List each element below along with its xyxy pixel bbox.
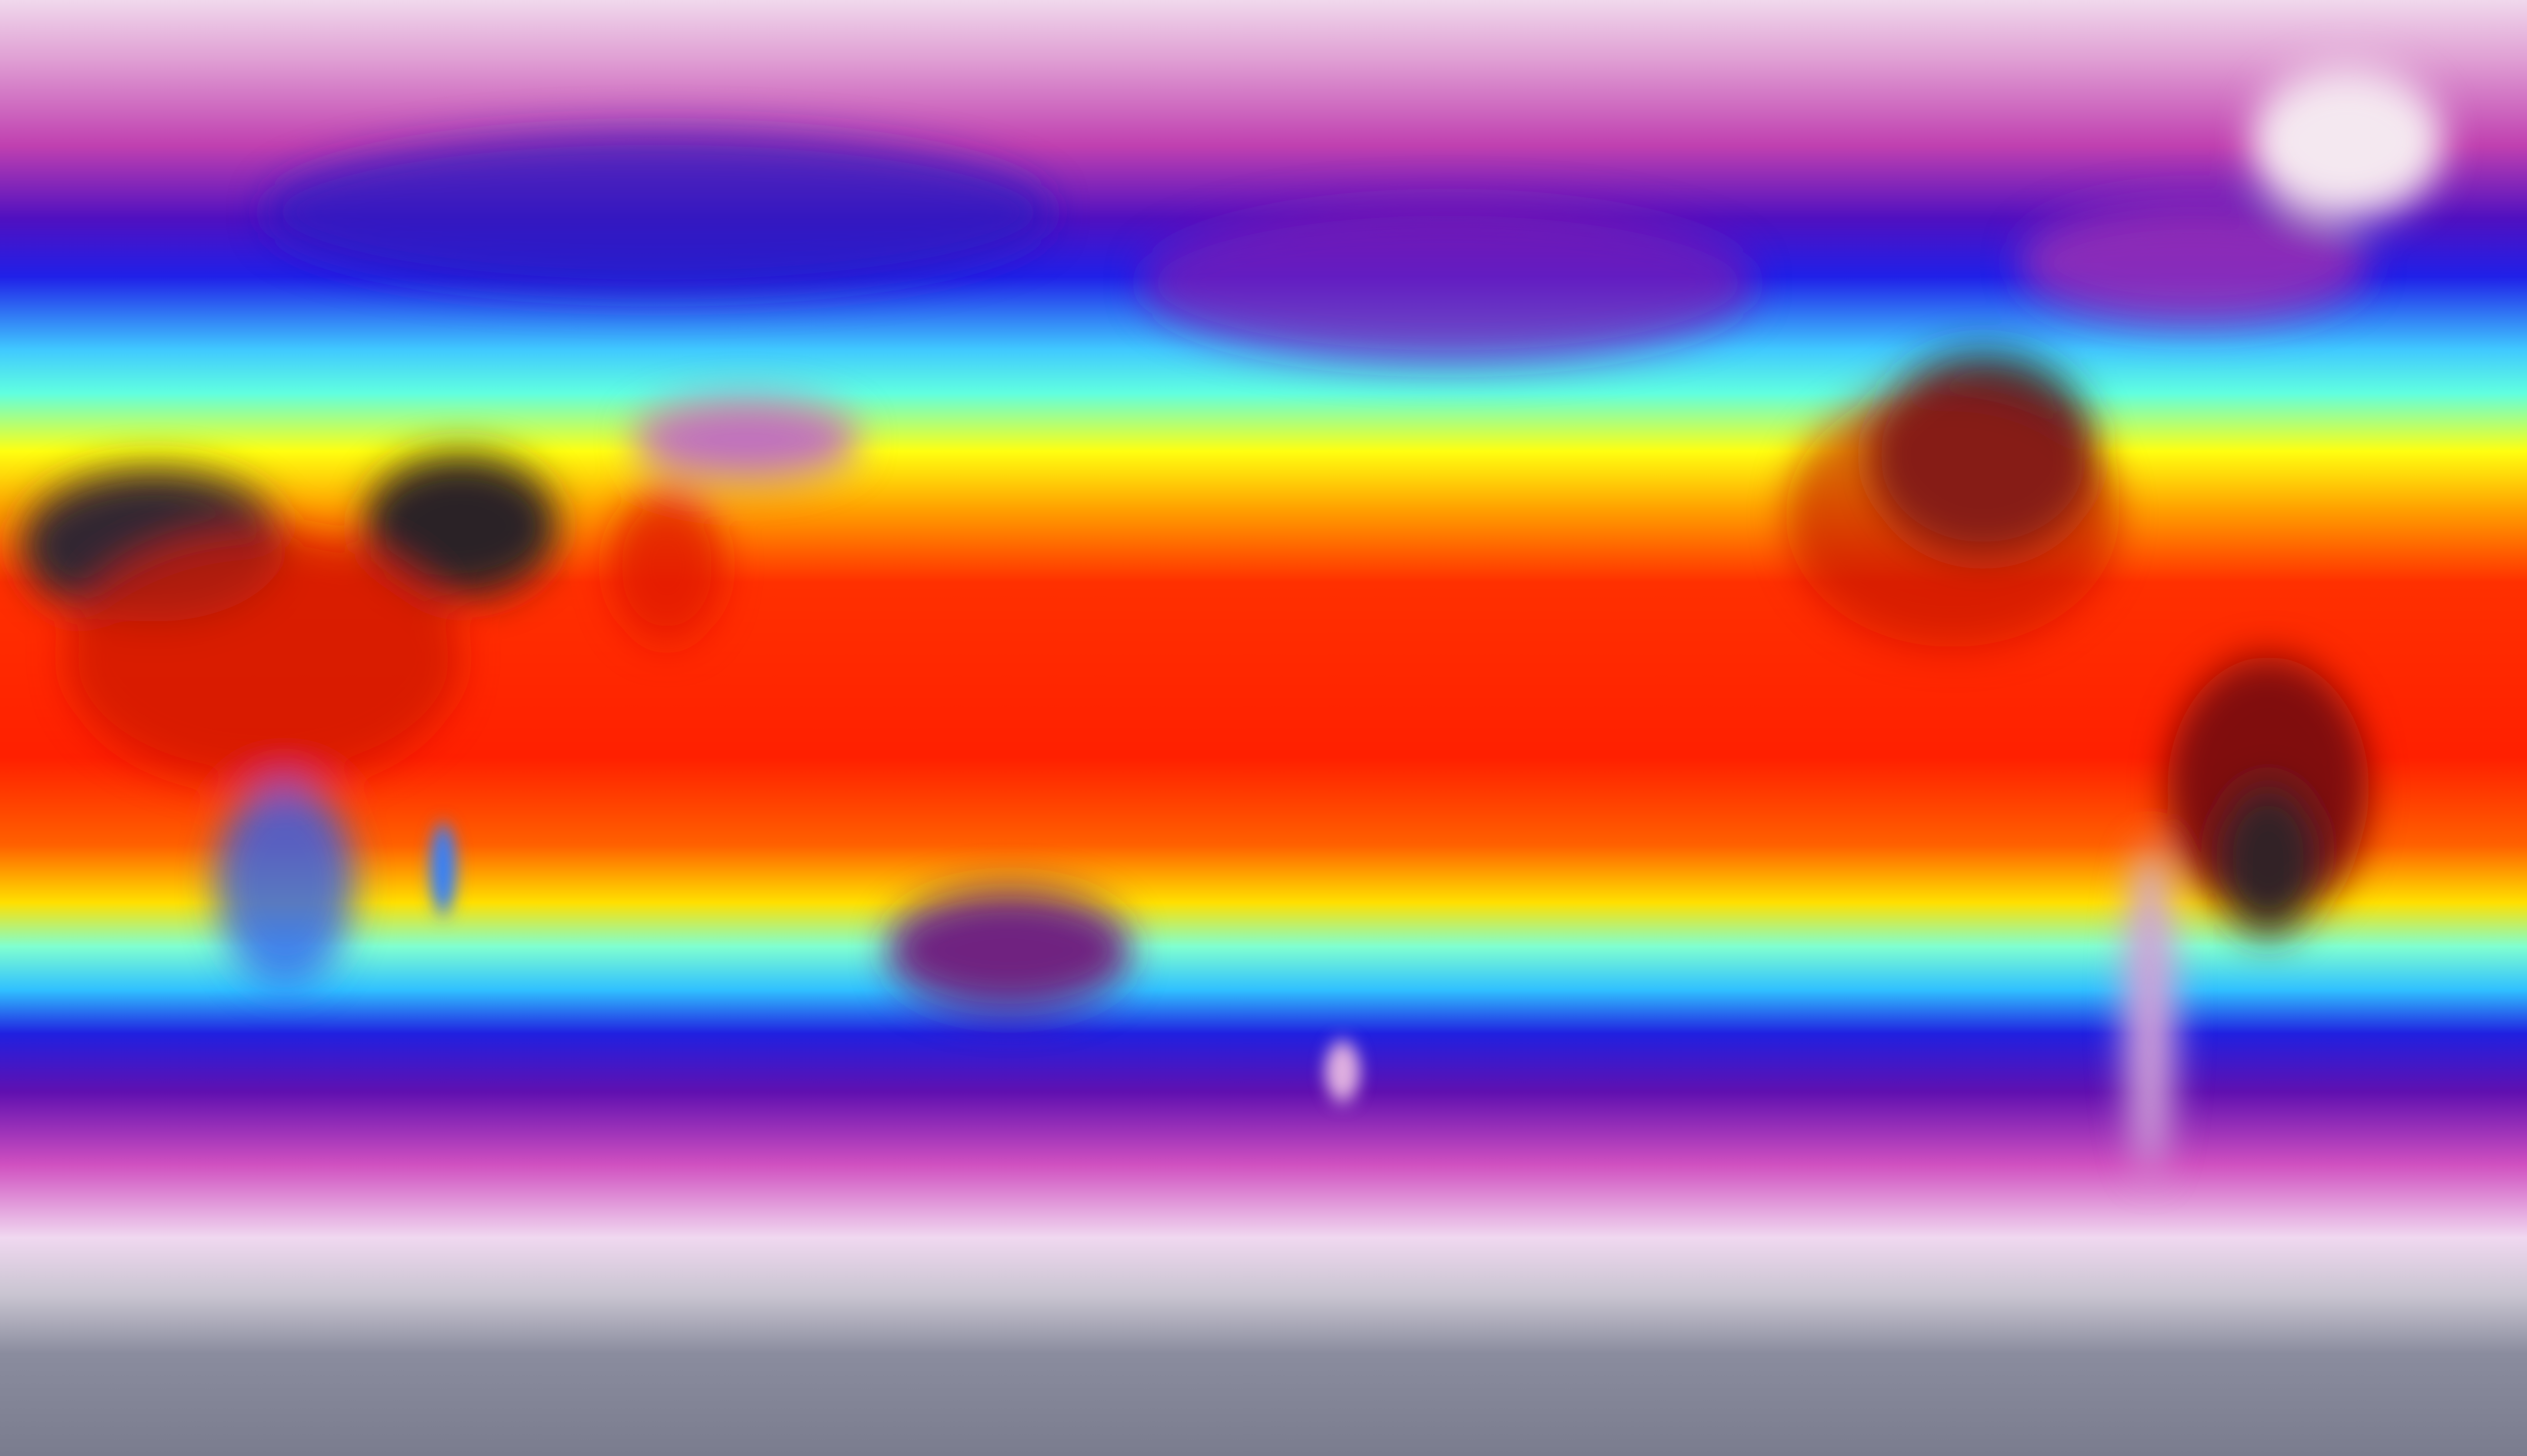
arctic-siberia-cold	[263, 131, 1053, 293]
madagascar	[430, 824, 456, 915]
north-atlantic-magenta	[2018, 202, 2369, 323]
north-america-red	[1785, 384, 2119, 647]
andes-cold	[2123, 849, 2176, 1172]
africa-hot	[66, 531, 461, 783]
tibetan-plateau	[632, 399, 860, 480]
arabia-dark-hot	[364, 455, 557, 596]
southern-africa-cool	[215, 783, 356, 985]
australia-purple	[886, 889, 1132, 1011]
south-america-dark	[2215, 783, 2321, 935]
greenland-ice	[2251, 66, 2444, 217]
india-hot	[610, 490, 724, 642]
north-pacific-magenta	[1140, 202, 1755, 364]
new-zealand	[1325, 1041, 1360, 1102]
